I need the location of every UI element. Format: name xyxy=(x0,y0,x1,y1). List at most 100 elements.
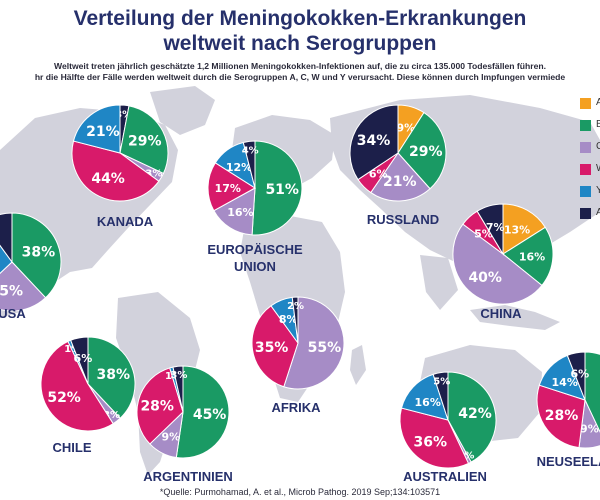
pie-label-china-other: 7% xyxy=(486,221,505,234)
pie-label-europaeische-union-other: 4% xyxy=(242,145,259,156)
chart-title-line-1: Verteilung der Meningokokken-Erkrankunge… xyxy=(73,7,527,30)
region-label-usa: USA xyxy=(0,306,26,321)
pie-label-argentinien-other: 3% xyxy=(170,370,187,381)
pie-slice-china-c xyxy=(452,223,543,305)
pie-argentinien: 45% 9% 28% 1%3% ARGENTINIEN xyxy=(136,365,233,484)
pie-usa: 38% 5% USA xyxy=(0,212,62,321)
legend-label-b: B xyxy=(596,119,600,130)
region-label-afrika: AFRIKA xyxy=(271,400,321,415)
pie-label-afrika-w: 35% xyxy=(255,340,289,356)
pie-china: 13% 16% 40% 5%7% CHINA xyxy=(452,203,554,321)
map-greenland xyxy=(150,86,215,135)
legend-swatch-b xyxy=(580,120,591,131)
pie-europaeische-union: 51% 16% 17% 12% 4% EUROPÄISCHE UNION xyxy=(207,140,303,274)
legend-swatch-c xyxy=(580,142,591,153)
region-label-europaeische-union-1: EUROPÄISCHE xyxy=(207,242,303,257)
region-label-europaeische-union-2: UNION xyxy=(234,259,276,274)
pie-label-australien-c: 1% xyxy=(457,451,474,462)
map-india-sea xyxy=(420,255,458,310)
pie-slice-argentinien-w xyxy=(136,367,184,445)
pie-slice-russland-other xyxy=(349,104,399,181)
pie-label-europaeische-union-b: 51% xyxy=(265,182,299,198)
pie-slice-usa-other xyxy=(0,212,13,264)
pie-label-neuseela-other: 6% xyxy=(570,368,589,381)
pie-slice-europaeische-union-b xyxy=(251,140,303,236)
pie-label-chile-w: 52% xyxy=(47,390,81,406)
pie-slice-chile-other xyxy=(70,336,89,385)
pie-slice-afrika-w xyxy=(251,305,299,388)
subtitle-line-2: hr die Hälfte der Fälle werden weltweit … xyxy=(34,72,566,82)
region-label-kanada: KANADA xyxy=(97,214,154,229)
pie-label-china-c: 40% xyxy=(468,270,502,286)
pie-label-chile-other: 6% xyxy=(74,352,93,365)
pie-slice-usa-c xyxy=(0,261,47,312)
pie-slice-china-b xyxy=(502,226,554,287)
pie-label-usa-b: 38% xyxy=(22,245,56,261)
pie-label-chile-c: 3% xyxy=(103,410,120,421)
legend-swatch-w xyxy=(580,164,591,175)
pie-label-argentinien-c: 9% xyxy=(161,431,180,444)
pie-slice-russland-c xyxy=(370,152,431,202)
pie-label-kanada-other: 3% xyxy=(115,109,132,120)
pie-label-kanada-c: 3% xyxy=(145,169,162,180)
chart-title-line-2: weltweit nach Serogruppen xyxy=(163,32,437,55)
pie-slice-russland-b xyxy=(397,111,447,190)
pie-slice-usa-y xyxy=(0,244,13,274)
pie-slice-australien-other xyxy=(432,371,449,421)
pie-label-argentinien-w: 28% xyxy=(140,398,174,414)
pie-label-usa-c: 5% xyxy=(0,283,23,299)
map-madagascar xyxy=(350,345,366,385)
subtitle-line-1: Weltweit treten jährlich geschätzte 1,2 … xyxy=(53,61,547,71)
pie-chile: 38% 3% 52% 1%6% CHILE xyxy=(40,336,136,455)
pie-australien: 42% 1% 36% 16% 5% AUSTRALIEN xyxy=(399,371,497,484)
pie-slice-argentinien-other xyxy=(172,365,184,413)
pie-slice-europaeische-union-w xyxy=(207,162,256,212)
pie-afrika: 55% 35% 8%2% AFRIKA xyxy=(251,296,345,415)
pie-slice-kanada-w xyxy=(71,140,160,202)
pie-label-kanada-b: 29% xyxy=(128,133,162,149)
pie-label-china-w: 5% xyxy=(474,228,493,241)
pie-label-australien-other: 5% xyxy=(433,377,450,388)
legend-swatch-y xyxy=(580,186,591,197)
pie-label-neuseela-y: 14% xyxy=(552,376,578,389)
pie-label-europaeische-union-y: 12% xyxy=(226,161,252,174)
pie-label-kanada-w: 44% xyxy=(91,171,125,187)
pie-label-australien-b: 42% xyxy=(458,406,492,422)
pie-slice-kanada-b xyxy=(119,105,169,175)
pie-label-chile-b: 38% xyxy=(97,367,131,383)
pie-label-argentinien-y: 1% xyxy=(165,371,182,382)
map-indonesia xyxy=(470,305,560,330)
pie-slice-chile-w xyxy=(40,340,114,432)
pie-label-kanada-y: 21% xyxy=(86,124,120,140)
pie-slice-neuseela-w xyxy=(536,384,586,449)
legend-label-w: W xyxy=(596,163,600,174)
legend-swatch-other xyxy=(580,208,591,219)
pie-label-afrika-other: 2% xyxy=(287,301,304,312)
pie-label-russland-other: 34% xyxy=(357,133,391,149)
pie-slice-australien-b xyxy=(447,371,497,463)
pie-slice-chile-b xyxy=(87,336,136,419)
pie-slice-argentinien-b xyxy=(175,365,230,459)
pie-slice-australien-w xyxy=(399,407,470,469)
source-citation: *Quelle: Purmohamad, A. et al., Microb P… xyxy=(159,487,441,497)
pie-label-neuseela-w: 28% xyxy=(545,408,579,424)
legend-swatch-a xyxy=(580,98,591,109)
region-label-china: CHINA xyxy=(480,306,522,321)
region-label-australien: AUSTRALIEN xyxy=(403,469,487,484)
pie-slice-china-a xyxy=(502,203,546,255)
pie-label-neuseela-c: 9% xyxy=(580,423,599,436)
pie-slice-neuseela-other xyxy=(566,351,586,401)
pie-label-russland-a: 9% xyxy=(396,121,415,134)
pie-slice-europaeische-union-other xyxy=(242,140,256,189)
pie-slice-neuseela-b xyxy=(584,351,600,434)
legend-label-a: A xyxy=(596,97,600,108)
pie-label-europaeische-union-w: 17% xyxy=(215,182,241,195)
legend-label-other: A xyxy=(596,207,600,218)
pie-label-europaeische-union-c: 16% xyxy=(227,206,253,219)
pie-label-afrika-y: 8% xyxy=(279,313,298,326)
legend-label-y: Y xyxy=(596,185,600,196)
pie-label-australien-w: 36% xyxy=(414,435,448,451)
